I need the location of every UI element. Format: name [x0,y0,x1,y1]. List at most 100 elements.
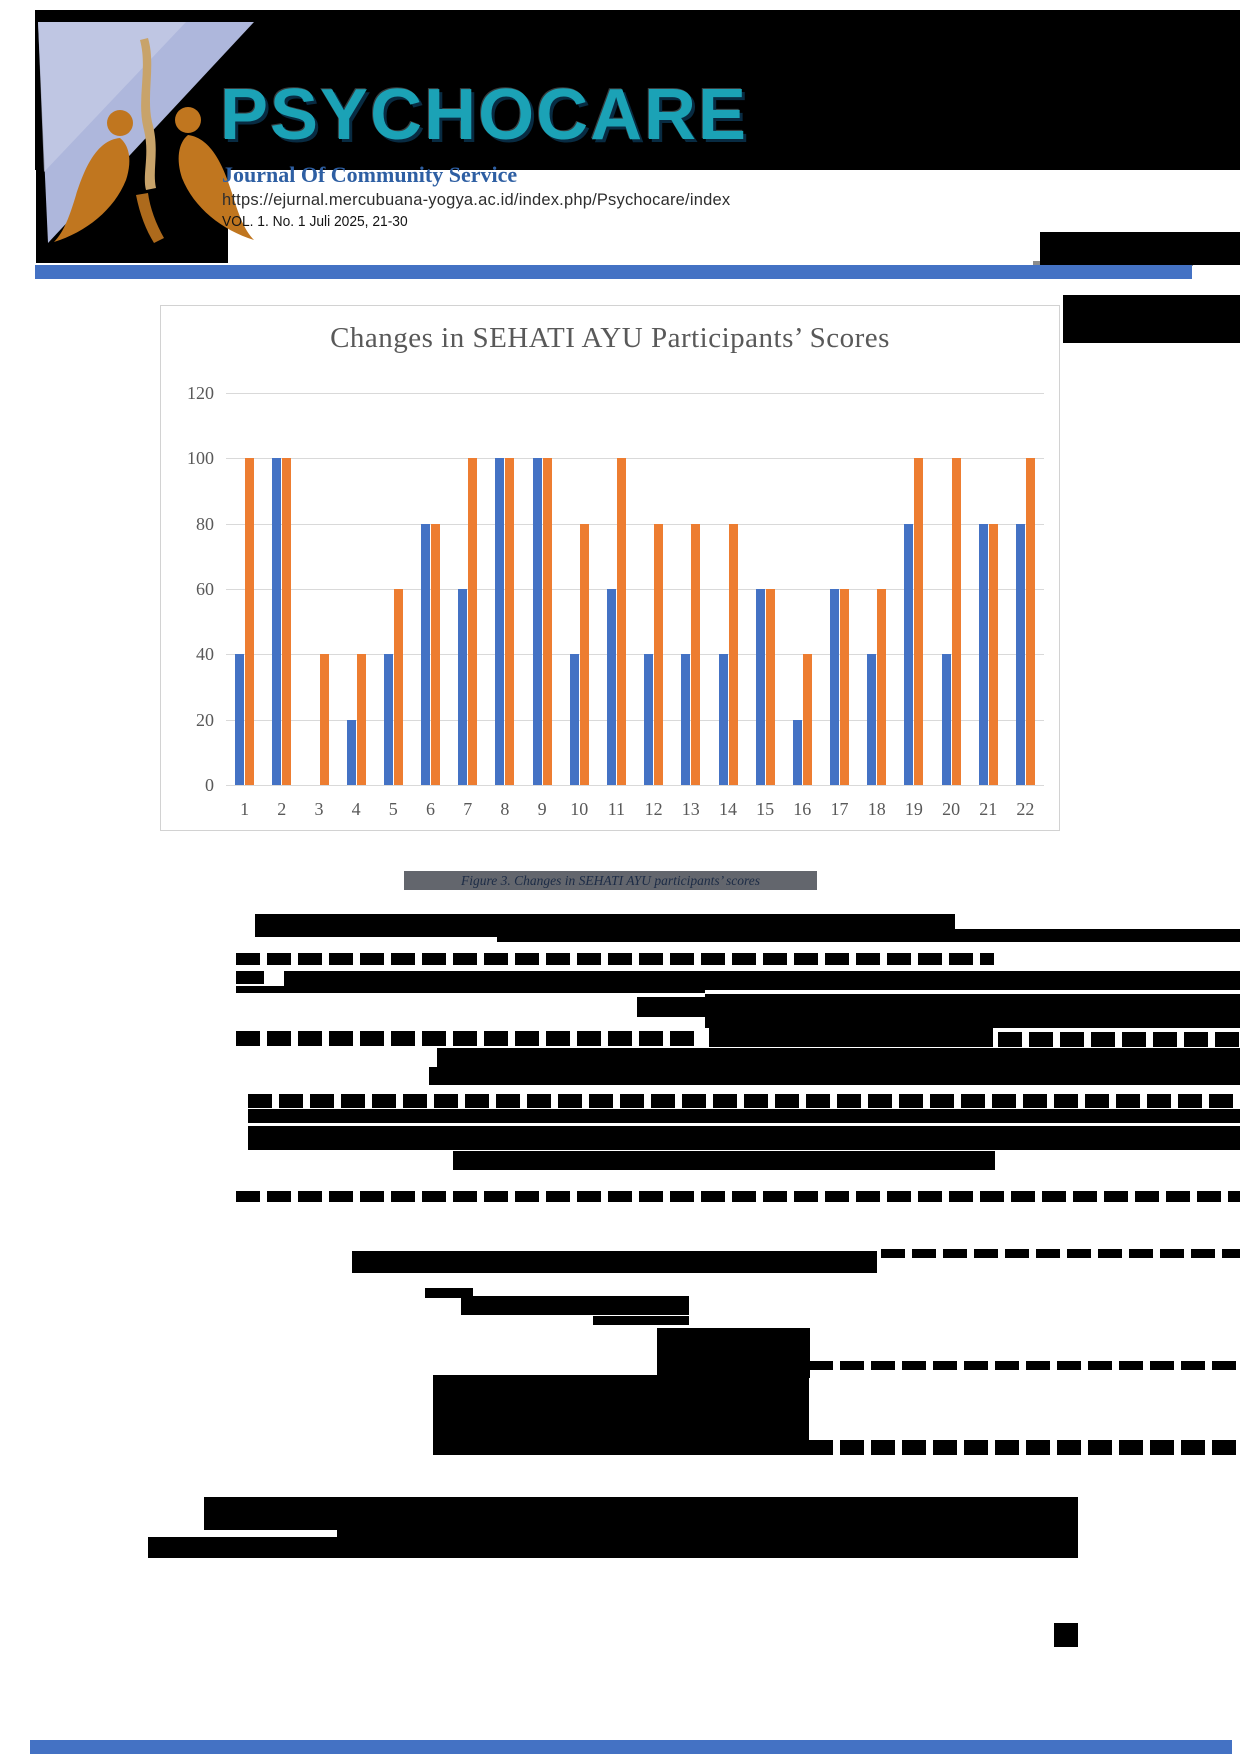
bar-orange-9 [542,458,552,785]
x-tick-13: 13 [681,799,700,819]
journal-subtitle: Journal Of Community Service [222,162,518,187]
x-tick-10: 10 [570,799,589,819]
redaction-block-23 [425,1288,473,1298]
x-tick-1: 1 [240,799,250,819]
x-tick-22: 22 [1016,799,1035,819]
bar-orange-19 [914,458,924,785]
redaction-block-20 [236,1191,1240,1202]
x-tick-19: 19 [904,799,923,819]
x-tick-12: 12 [644,799,663,819]
x-tick-11: 11 [607,799,626,819]
bar-blue-5 [383,654,393,785]
top-divider-bar [35,265,1192,279]
x-tick-4: 4 [351,799,361,819]
bar-orange-11 [616,458,626,785]
x-tick-2: 2 [277,799,287,819]
redaction-block-26 [657,1328,810,1378]
bar-orange-21 [988,523,998,785]
figure-chart-panel: Changes in SEHATI AYU Participants’ Scor… [160,305,1060,831]
gridline-80 [226,523,1044,525]
redaction-block-15 [429,1067,1240,1085]
x-tick-6: 6 [425,799,435,819]
x-tick-17: 17 [830,799,849,819]
bar-blue-19 [904,523,914,785]
issue-line: VOL. 1. No. 1 Juli 2025, 21-30 [222,213,408,230]
bar-blue-2 [272,458,282,785]
gridline-100 [226,458,1044,460]
x-tick-20: 20 [942,799,961,819]
gridline-0 [226,785,1044,786]
redaction-block-2 [1063,295,1240,343]
redaction-block-18 [248,1126,1240,1150]
redaction-block-10 [705,994,1240,1028]
bar-blue-10 [569,654,579,785]
redaction-block-6 [236,971,264,984]
redaction-block-29 [809,1440,1240,1455]
redaction-block-12 [709,1027,993,1047]
redaction-block-7 [284,971,1240,990]
bar-blue-14 [718,654,728,785]
redaction-block-28 [809,1361,1240,1370]
x-tick-16: 16 [793,799,812,819]
redaction-block-21 [352,1251,877,1273]
redaction-block-24 [461,1296,689,1315]
journal-url: https://ejurnal.mercubuana-yogya.ac.id/i… [222,191,731,209]
redaction-block-14 [437,1048,1240,1067]
bar-orange-22 [1025,458,1035,785]
redaction-block-33 [1054,1623,1078,1647]
bar-orange-13 [691,523,701,785]
bar-blue-4 [346,719,356,785]
redaction-block-16 [248,1094,1240,1108]
bar-blue-8 [495,458,505,785]
bar-blue-7 [458,589,468,785]
x-tick-18: 18 [867,799,886,819]
bar-orange-10 [579,523,589,785]
bar-orange-1 [245,458,255,785]
gridline-120 [226,393,1044,394]
bar-blue-15 [755,589,765,785]
bar-orange-6 [431,523,440,785]
y-tick-80: 80 [196,513,214,534]
redaction-block-22 [881,1249,1240,1258]
redaction-block-30 [204,1497,1078,1530]
bar-orange-16 [802,654,812,785]
psychocare-logo [38,22,254,243]
x-tick-15: 15 [756,799,775,819]
x-tick-5: 5 [388,799,398,819]
bar-orange-18 [877,589,887,785]
figure-caption-text: Figure 3. Changes in SEHATI AYU particip… [461,873,760,888]
bar-orange-3 [319,654,329,785]
y-tick-60: 60 [196,579,214,599]
y-tick-0: 0 [205,775,214,795]
logo-trunk [140,38,156,190]
bar-blue-1 [235,654,245,785]
gridline-40 [226,654,1044,656]
x-tick-14: 14 [718,799,737,819]
bar-orange-14 [728,523,738,785]
bar-orange-5 [393,589,403,785]
redaction-block-8 [236,986,705,993]
redaction-block-17 [248,1109,1240,1123]
y-tick-20: 20 [196,709,214,730]
chart-title: Changes in SEHATI AYU Participants’ Scor… [330,322,890,354]
bar-orange-8 [505,458,515,785]
y-tick-120: 120 [187,383,214,403]
x-tick-8: 8 [500,799,510,819]
bar-orange-4 [356,654,366,785]
bottom-divider-bar [30,1740,1232,1754]
redaction-block-27 [433,1375,809,1455]
bar-blue-21 [978,523,988,785]
figure-caption-bar: Figure 3. Changes in SEHATI AYU particip… [404,871,817,890]
redaction-block-1 [1040,232,1240,265]
y-tick-100: 100 [187,448,214,469]
bar-blue-16 [792,719,802,785]
redaction-block-4 [497,929,1240,942]
redaction-block-13 [998,1032,1240,1047]
bar-blue-18 [867,654,877,785]
bar-orange-12 [654,523,664,785]
bar-orange-17 [840,589,849,785]
x-tick-3: 3 [314,799,324,819]
gridline-60 [226,589,1044,590]
redaction-block-25 [593,1316,689,1325]
